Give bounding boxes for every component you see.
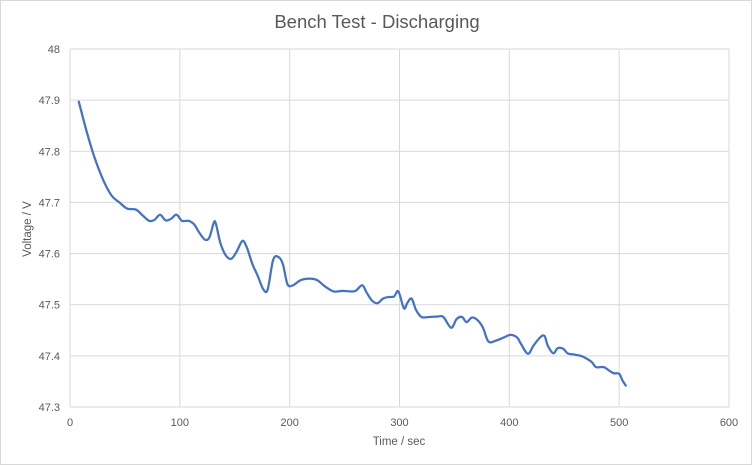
y-axis-label: Voltage / V [22, 201, 34, 257]
x-tick-label: 300 [390, 417, 408, 429]
y-tick-label: 47.6 [39, 249, 60, 261]
y-tick-label: 47.9 [39, 95, 60, 107]
x-tick-label: 400 [500, 417, 518, 429]
chart-title: Bench Test - Discharging [274, 11, 479, 32]
y-tick-label: 47.8 [39, 146, 60, 158]
series-layer [77, 100, 627, 387]
y-tick-label: 47.3 [39, 402, 60, 414]
y-tick-label: 47.5 [39, 300, 60, 312]
gridlines [69, 48, 730, 408]
y-axis-ticks: 47.3 47.4 47.5 47.6 47.7 47.8 47.9 48 [39, 44, 60, 414]
x-tick-label: 100 [171, 417, 189, 429]
y-tick-label: 47.4 [39, 351, 60, 363]
y-tick-label: 47.7 [39, 197, 60, 209]
x-tick-label: 600 [720, 417, 738, 429]
x-tick-label: 200 [280, 417, 298, 429]
y-tick-label: 48 [48, 44, 60, 56]
series-line [77, 100, 627, 387]
x-tick-label: 500 [610, 417, 628, 429]
x-tick-label: 0 [67, 417, 73, 429]
x-axis-label: Time / sec [373, 436, 426, 448]
x-axis-ticks: 0 100 200 300 400 500 600 [67, 417, 738, 429]
